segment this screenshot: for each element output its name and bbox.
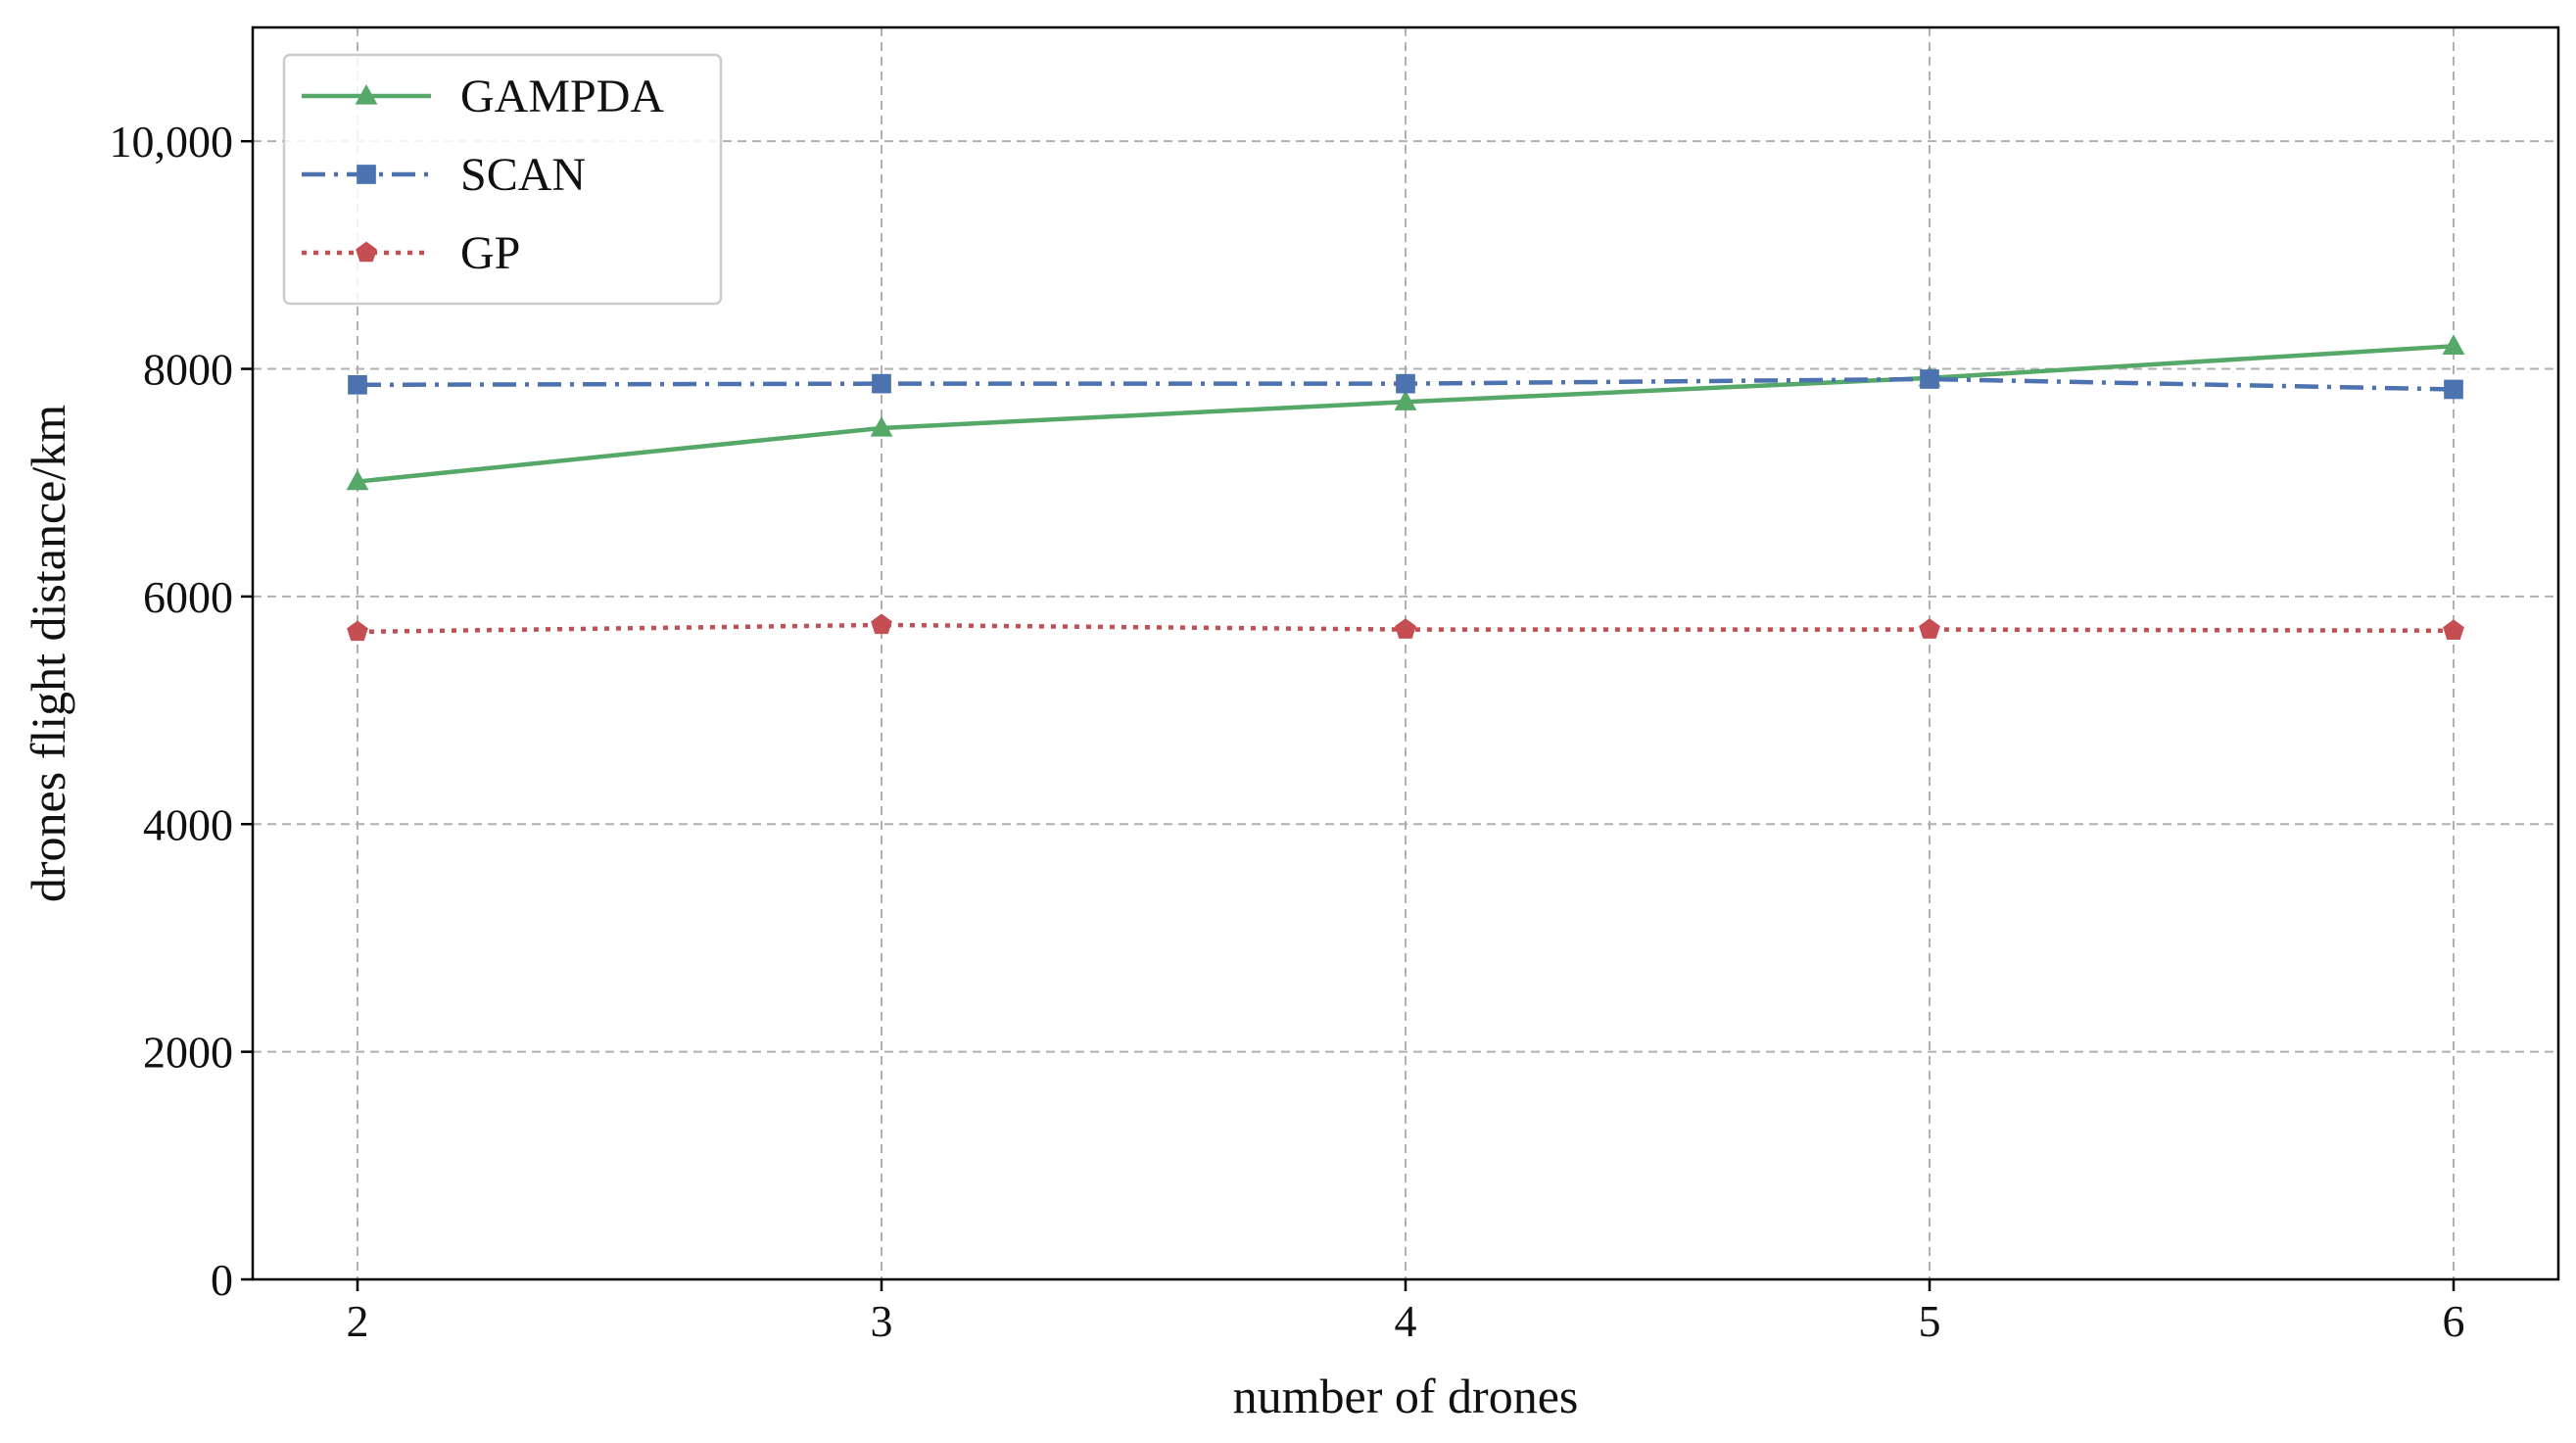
series-gp: [347, 613, 2464, 642]
data-point: [1919, 618, 1940, 639]
legend-item-gampda: GAMPDA: [302, 71, 664, 122]
y-tick-label: 10,000: [110, 117, 234, 167]
data-point: [1394, 390, 1417, 410]
x-tick-label: 3: [871, 1296, 893, 1346]
data-point: [348, 374, 367, 395]
data-point: [346, 469, 369, 491]
y-axis-label: drones flight distance/km: [21, 405, 75, 902]
series-scan: [348, 369, 2463, 400]
x-tick-label: 5: [1919, 1296, 1941, 1346]
legend-item-gp: GP: [302, 227, 520, 279]
x-axis-label: number of drones: [1233, 1369, 1579, 1423]
data-point: [2444, 379, 2463, 400]
y-tick-label: 2000: [143, 1028, 233, 1078]
data-point: [347, 620, 368, 642]
data-point: [2443, 619, 2464, 640]
y-tick-label: 8000: [143, 345, 233, 395]
legend-label: SCAN: [460, 149, 586, 201]
legend-item-scan: SCAN: [302, 149, 586, 201]
data-point: [2442, 334, 2465, 355]
legend-label: GAMPDA: [460, 71, 664, 122]
data-point: [1396, 373, 1415, 394]
y-tick-label: 6000: [143, 572, 233, 622]
legend-marker: [357, 165, 376, 184]
legend: GAMPDA SCAN GP: [282, 53, 723, 306]
legend-marker: [356, 241, 377, 263]
data-point: [1395, 618, 1416, 639]
data-point: [871, 613, 892, 635]
x-tick-label: 2: [347, 1296, 369, 1346]
legend-marker: [355, 84, 378, 105]
legend-label: GP: [460, 227, 520, 279]
axis-ticks: 2 3 4 5 6 0 2000 4000 6000 8000 10,000: [110, 117, 2465, 1346]
x-tick-label: 4: [1395, 1296, 1417, 1346]
data-point: [870, 415, 893, 437]
data-point: [872, 373, 891, 394]
y-tick-label: 0: [211, 1255, 233, 1305]
series-group: [346, 334, 2465, 642]
data-point: [1920, 369, 1939, 389]
y-tick-label: 4000: [143, 799, 233, 849]
legend-box: [282, 53, 723, 306]
x-tick-label: 6: [2443, 1296, 2465, 1346]
